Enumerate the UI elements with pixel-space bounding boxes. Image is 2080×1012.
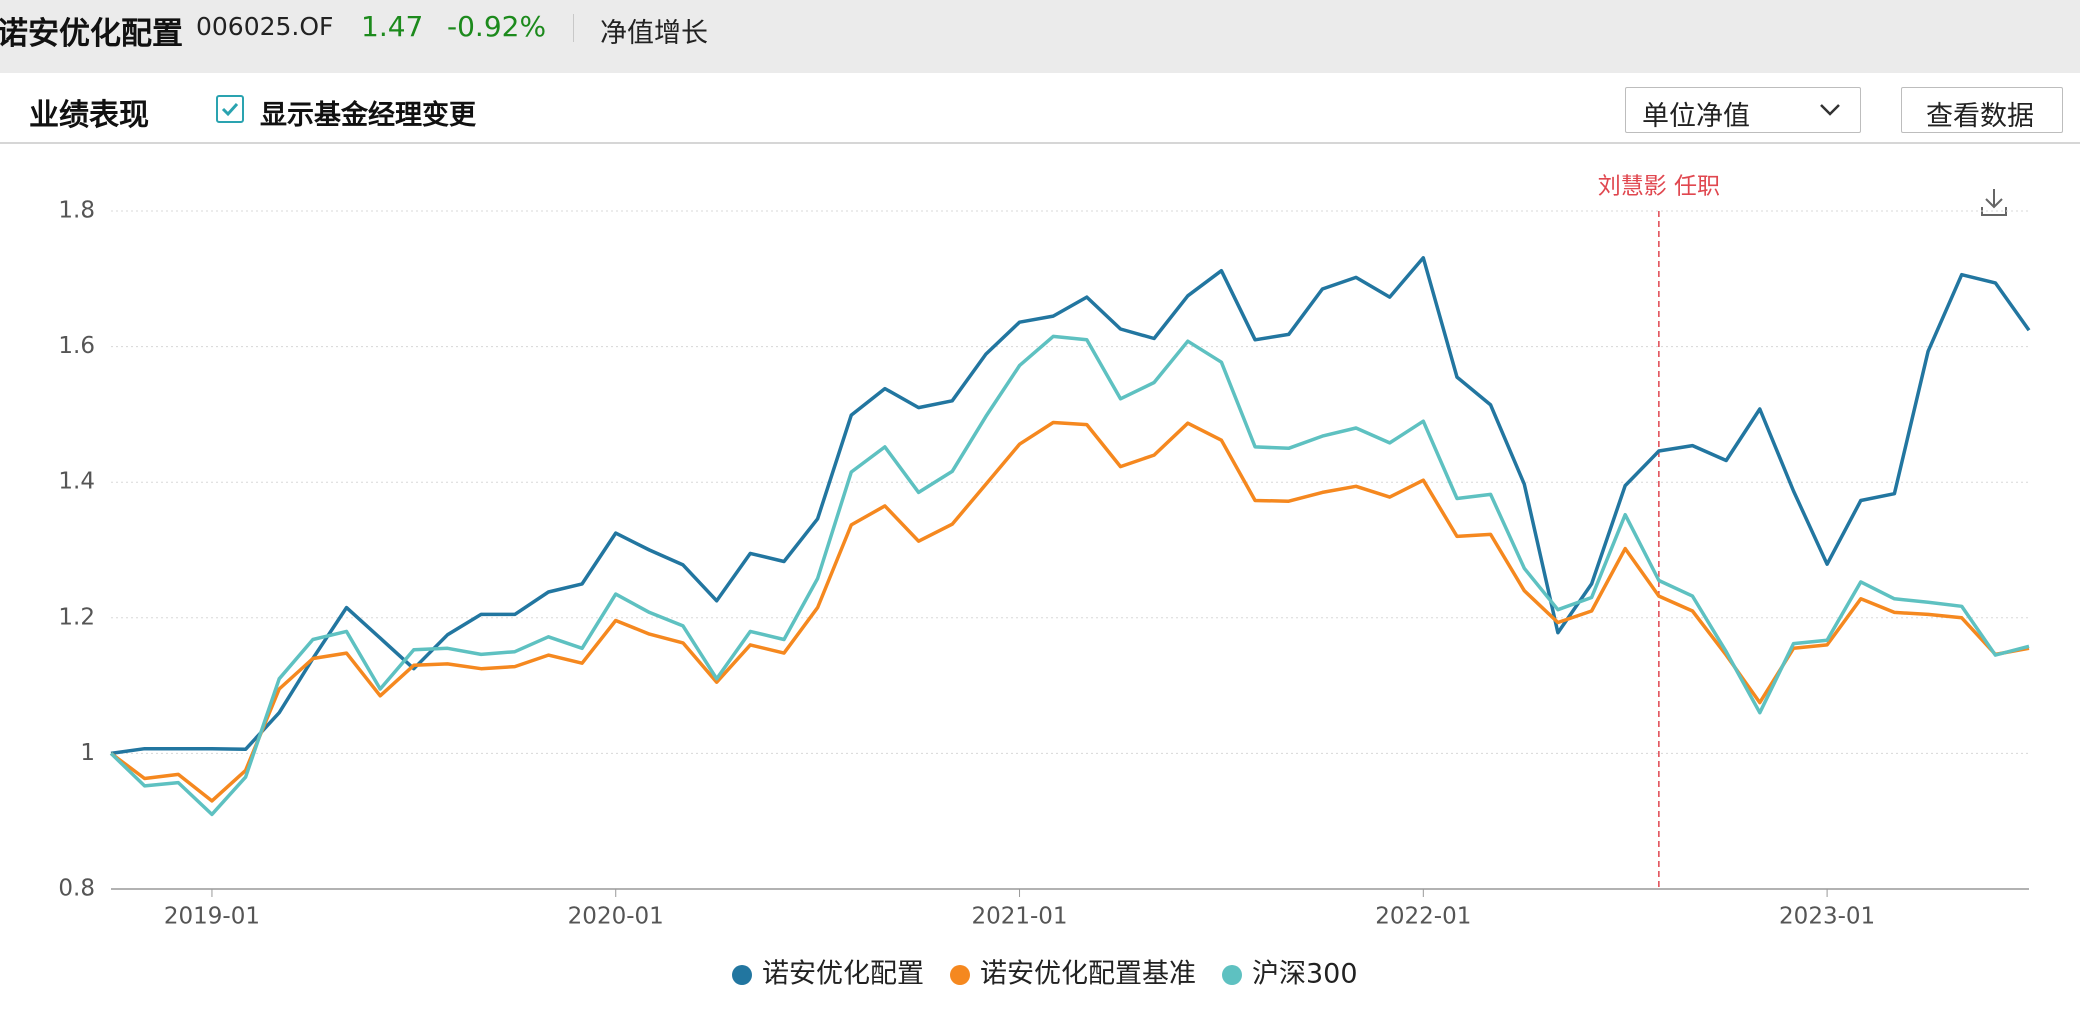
check-icon [221, 102, 239, 117]
series-line [109, 420, 2030, 803]
toolbar: 业绩表现 显示基金经理变更 单位净值 查看数据 [0, 73, 2080, 144]
x-tick-label: 2023-01 [1779, 904, 1875, 930]
x-tick-label: 2022-01 [1375, 904, 1471, 930]
series-line [109, 334, 2030, 817]
x-tick-label: 2020-01 [568, 904, 664, 930]
chevron [1820, 104, 1840, 116]
y-tick-label: 0.8 [58, 876, 95, 902]
legend-label: 诺安优化配置基准 [980, 959, 1196, 990]
separator [573, 14, 574, 42]
price: 1.47 [361, 10, 424, 43]
x-tick-label: 2019-01 [164, 904, 260, 930]
fund-name: 诺安优化配置 [0, 16, 183, 52]
section-title: 业绩表现 [29, 98, 149, 133]
button-text: 查看数据 [1926, 101, 2034, 132]
change: -0.92% [447, 10, 547, 43]
checkbox[interactable] [216, 95, 244, 123]
series-line [110, 256, 2031, 756]
legend-marker [950, 965, 970, 985]
header: 诺安优化配置 006025.OF 1.47 -0.92% 净值增长 [0, 0, 2080, 73]
select-text: 单位净值 [1642, 101, 1750, 132]
x-tick-label: 2021-01 [971, 904, 1067, 930]
legend-marker [1222, 965, 1242, 985]
button[interactable]: 查看数据 [1901, 87, 2063, 133]
y-tick-label: 1.2 [58, 604, 95, 630]
select[interactable]: 单位净值 [1625, 87, 1861, 133]
legend-label: 诺安优化配置 [762, 959, 924, 990]
y-tick-label: 1.6 [58, 333, 95, 359]
annotation: 刘慧影 任职 [1598, 174, 1720, 200]
tab[interactable]: 净值增长 [600, 18, 708, 49]
y-tick-label: 1.8 [58, 198, 95, 224]
y-tick-label: 1 [80, 740, 95, 766]
chart: 0.8 1 1.2 1.4 1.6 1.8 2019-01 2020-01 2021-01 202… [58, 174, 2031, 990]
legend-label: 沪深300 [1252, 959, 1358, 990]
checkbox-label[interactable]: 显示基金经理变更 [260, 100, 476, 131]
legend-marker [732, 965, 752, 985]
y-tick-label: 1.4 [58, 469, 95, 495]
fund-code: 006025.OF [196, 12, 334, 41]
